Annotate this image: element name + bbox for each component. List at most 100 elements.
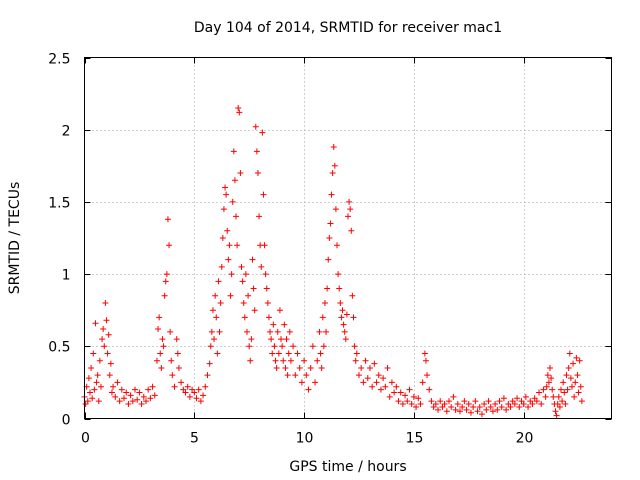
data-point <box>265 314 272 321</box>
data-point <box>279 343 286 350</box>
data-point <box>217 299 224 306</box>
data-point <box>565 364 572 371</box>
data-point <box>327 220 334 227</box>
data-point <box>320 343 327 350</box>
data-point <box>393 383 400 390</box>
x-tick-label: 10 <box>296 431 314 447</box>
data-point <box>222 184 229 191</box>
data-point <box>330 144 337 151</box>
grid-lines <box>84 57 612 419</box>
data-point <box>142 398 149 405</box>
data-point <box>245 292 252 299</box>
data-point <box>324 285 331 292</box>
data-point <box>353 350 360 357</box>
data-point <box>127 392 134 399</box>
data-point <box>132 386 139 393</box>
data-point <box>103 317 110 324</box>
data-point <box>155 325 162 332</box>
data-point <box>95 398 102 405</box>
data-point <box>463 406 470 413</box>
data-point <box>459 403 466 410</box>
data-point <box>157 350 164 357</box>
y-tick-label: 2 <box>62 124 71 140</box>
data-point <box>496 398 503 405</box>
data-point <box>568 383 575 390</box>
y-tick-label: 0.5 <box>48 340 70 356</box>
data-point <box>514 395 521 402</box>
data-point <box>470 403 477 410</box>
data-point <box>371 360 378 367</box>
data-point <box>321 299 328 306</box>
data-point <box>105 331 112 338</box>
data-point <box>118 386 125 393</box>
data-point <box>498 403 505 410</box>
data-point <box>410 393 417 400</box>
data-point <box>275 350 282 357</box>
data-point <box>542 393 549 400</box>
data-point <box>112 393 119 400</box>
data-point <box>559 398 566 405</box>
data-point <box>552 408 559 415</box>
x-tick-label: 15 <box>406 431 424 447</box>
data-point <box>343 311 350 318</box>
data-point <box>347 206 354 213</box>
data-point <box>548 375 555 382</box>
data-point <box>395 398 402 405</box>
data-point <box>163 271 170 278</box>
data-point <box>384 364 391 371</box>
data-point <box>134 396 141 403</box>
data-point <box>129 398 136 405</box>
data-point <box>483 406 490 413</box>
data-point <box>349 292 356 299</box>
data-point <box>338 314 345 321</box>
data-point <box>223 191 230 198</box>
data-point <box>419 379 426 386</box>
data-point <box>100 325 107 332</box>
data-point <box>476 403 483 410</box>
data-point <box>570 360 577 367</box>
data-point <box>274 328 281 335</box>
data-point <box>89 395 96 402</box>
data-point <box>556 403 563 410</box>
data-point <box>331 162 338 169</box>
data-point <box>362 357 369 364</box>
data-point <box>256 213 263 220</box>
data-point <box>525 403 532 410</box>
data-point <box>578 398 585 405</box>
data-point <box>90 350 97 357</box>
data-point <box>296 364 303 371</box>
data-point <box>261 242 268 249</box>
data-point <box>350 314 357 321</box>
data-point <box>136 389 143 396</box>
data-point <box>253 148 260 155</box>
data-point <box>454 401 461 408</box>
data-point <box>560 379 567 386</box>
data-point <box>161 292 168 299</box>
data-point <box>231 177 238 184</box>
data-point <box>375 372 382 379</box>
data-point <box>415 395 422 402</box>
data-point <box>555 393 562 400</box>
data-point <box>191 389 198 396</box>
x-tick-label: 5 <box>190 431 199 447</box>
data-point <box>178 379 185 386</box>
data-point <box>287 357 294 364</box>
data-point <box>173 336 180 343</box>
data-point <box>319 314 326 321</box>
data-point <box>332 206 339 213</box>
y-tick-label: 1.5 <box>48 196 70 212</box>
data-point <box>573 354 580 361</box>
data-point <box>94 372 101 379</box>
data-point <box>478 411 485 418</box>
data-point <box>437 398 444 405</box>
data-point <box>225 256 232 263</box>
data-point <box>270 321 277 328</box>
data-points <box>81 105 585 419</box>
data-point <box>258 263 265 270</box>
data-point <box>369 383 376 390</box>
data-point <box>402 392 409 399</box>
data-point <box>234 242 241 249</box>
chart-title: Day 104 of 2014, SRMTID for receiver mac… <box>194 20 502 36</box>
data-point <box>507 403 514 410</box>
data-point <box>285 350 292 357</box>
